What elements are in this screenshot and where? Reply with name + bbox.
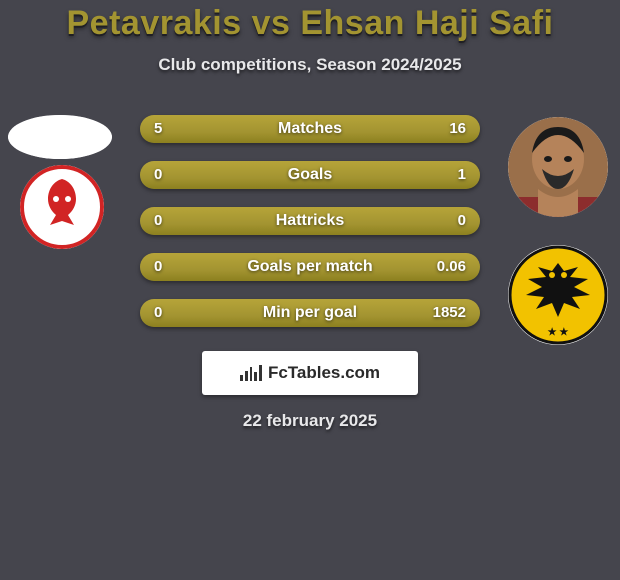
blank-avatar-icon — [8, 115, 112, 159]
stat-left-value: 0 — [154, 253, 162, 281]
bar-chart-icon — [240, 365, 262, 381]
stat-right-value: 16 — [449, 115, 466, 143]
stat-left-value: 0 — [154, 299, 162, 327]
comparison-stage: ★ ★ 5 Matches 16 0 Goals 1 0 Hattricks 0… — [0, 105, 620, 345]
brand-box[interactable]: FcTables.com — [202, 351, 418, 395]
red-lion-badge-icon — [20, 165, 104, 249]
stat-row-goals: 0 Goals 1 — [140, 161, 480, 189]
stat-row-matches: 5 Matches 16 — [140, 115, 480, 143]
player-photo-icon — [508, 117, 608, 217]
player-right-avatar — [508, 117, 608, 217]
stat-label: Goals — [288, 166, 332, 184]
player-left-avatar — [8, 115, 112, 159]
club-left-badge — [20, 165, 104, 249]
date-text: 22 february 2025 — [0, 411, 620, 431]
page-title: Petavrakis vs Ehsan Haji Safi — [0, 4, 620, 43]
stat-label: Matches — [278, 120, 342, 138]
stat-left-value: 0 — [154, 207, 162, 235]
aek-eagle-badge-icon: ★ ★ — [508, 245, 608, 345]
stat-right-value: 0.06 — [437, 253, 466, 281]
stat-right-value: 1852 — [433, 299, 466, 327]
stat-bars: 5 Matches 16 0 Goals 1 0 Hattricks 0 0 G… — [140, 115, 480, 345]
stat-label: Goals per match — [247, 258, 372, 276]
stat-row-goals-per-match: 0 Goals per match 0.06 — [140, 253, 480, 281]
stat-right-value: 0 — [458, 207, 466, 235]
page-subtitle: Club competitions, Season 2024/2025 — [0, 55, 620, 75]
stat-row-min-per-goal: 0 Min per goal 1852 — [140, 299, 480, 327]
stat-left-value: 5 — [154, 115, 162, 143]
stat-label: Min per goal — [263, 304, 357, 322]
brand-text: FcTables.com — [268, 363, 380, 383]
stat-row-hattricks: 0 Hattricks 0 — [140, 207, 480, 235]
stat-right-value: 1 — [458, 161, 466, 189]
club-right-badge: ★ ★ — [508, 245, 608, 345]
stat-left-value: 0 — [154, 161, 162, 189]
stat-label: Hattricks — [276, 212, 344, 230]
svg-text:★ ★: ★ ★ — [548, 327, 569, 338]
